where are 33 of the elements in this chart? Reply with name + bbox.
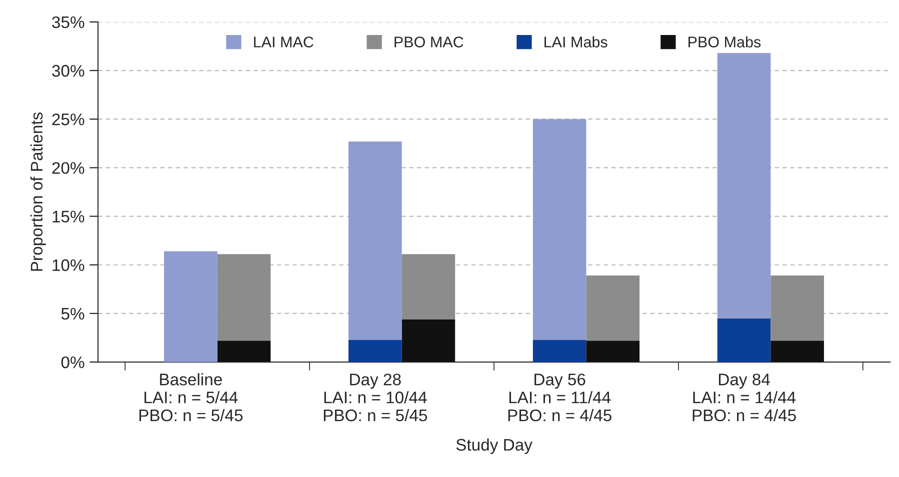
bar bbox=[717, 53, 771, 318]
bar bbox=[770, 276, 824, 341]
y-tick-label: 15% bbox=[52, 210, 84, 222]
bar bbox=[348, 340, 402, 362]
y-tick-label: 0% bbox=[61, 356, 84, 368]
bar bbox=[402, 319, 456, 362]
bar bbox=[586, 340, 640, 362]
x-tick-label: Baseline LAI: n = 5/44 PBO: n = 5/45 bbox=[139, 373, 243, 422]
y-tick-label: 25% bbox=[52, 114, 84, 126]
legend-label: LAI Mabs bbox=[544, 36, 608, 48]
y-tick-label: 20% bbox=[52, 162, 84, 174]
bar bbox=[586, 276, 640, 341]
bar bbox=[532, 340, 586, 362]
y-tick-label: 10% bbox=[52, 259, 84, 272]
bar bbox=[770, 340, 824, 362]
x-tick-label: Day 56 LAI: n = 11/44 PBO: n = 4/45 bbox=[508, 374, 612, 422]
y-tick-label: 35% bbox=[52, 16, 84, 28]
y-tick-label: 30% bbox=[52, 64, 84, 77]
bar bbox=[217, 340, 271, 362]
bar bbox=[402, 254, 456, 320]
x-axis-title: Study Day bbox=[456, 438, 532, 454]
y-axis-title: Proportion of Patients bbox=[30, 112, 46, 271]
legend-label: LAI MAC bbox=[254, 36, 314, 48]
legend-label: PBO Mabs bbox=[688, 36, 761, 48]
x-tick-label: Day 28 LAI: n = 10/44 PBO: n = 5/45 bbox=[324, 374, 428, 422]
bar bbox=[348, 141, 402, 340]
bar bbox=[717, 318, 771, 362]
bar bbox=[217, 254, 271, 341]
x-tick-label: Day 84 LAI: n = 14/44 PBO: n = 4/45 bbox=[692, 374, 796, 422]
bar bbox=[532, 119, 586, 340]
bar bbox=[164, 251, 218, 362]
legend-label: PBO MAC bbox=[394, 36, 464, 48]
y-tick-label: 5% bbox=[61, 308, 84, 320]
